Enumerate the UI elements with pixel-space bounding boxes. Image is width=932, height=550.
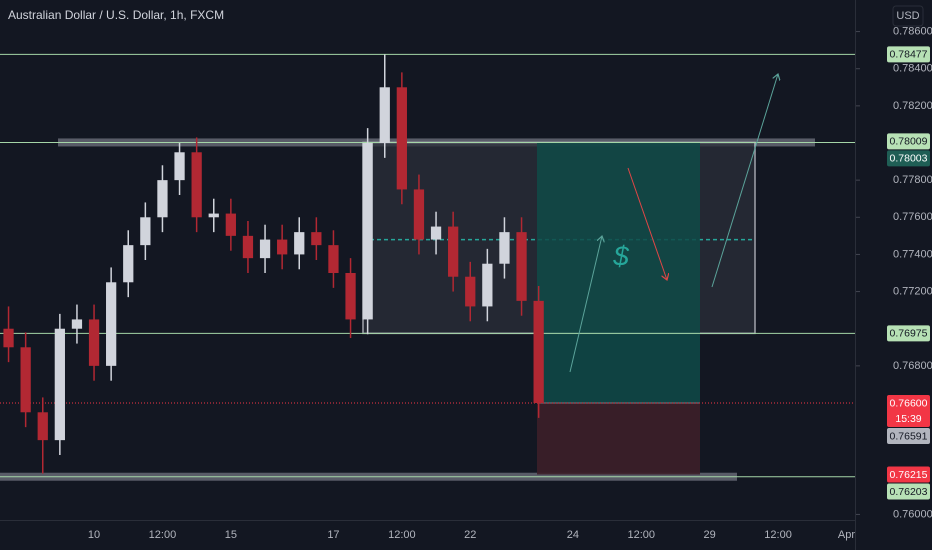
candle-body	[328, 245, 339, 273]
annotation: $	[612, 240, 629, 271]
countdown: 15:39	[895, 413, 921, 425]
x-tick-label: 12:00	[627, 529, 655, 541]
candle-body	[482, 263, 493, 307]
candle-body	[174, 152, 185, 181]
x-tick-label: 10	[88, 529, 100, 541]
x-tick-label: 29	[704, 529, 716, 541]
y-tick-label: 0.76000	[893, 508, 932, 520]
arrow	[569, 236, 602, 373]
position-target	[537, 142, 700, 403]
price-label-box	[887, 46, 930, 63]
y-tick-label: 0.76800	[893, 360, 932, 372]
candle-body	[37, 412, 48, 441]
price-label-box	[887, 428, 930, 444]
plot-area: $	[0, 53, 855, 481]
x-tick-label: 12:00	[149, 529, 177, 541]
candle-body	[379, 87, 390, 143]
candle-body	[413, 189, 425, 240]
x-tick-label: 24	[567, 529, 579, 541]
y-tick-label: 0.77800	[893, 174, 932, 186]
currency-box[interactable]	[892, 5, 924, 27]
price-label: 0.78009	[890, 136, 928, 148]
candle-body	[259, 239, 271, 259]
x-tick-label: 12:00	[764, 529, 792, 541]
candle-body	[242, 235, 254, 259]
candle-body	[157, 180, 168, 218]
candle-body	[208, 213, 219, 218]
arrow	[627, 167, 667, 280]
candle-body	[71, 319, 83, 329]
candle-body	[533, 300, 544, 403]
candle-body	[191, 152, 202, 218]
candle-body	[106, 282, 117, 366]
price-label: 0.76215	[890, 469, 928, 481]
y-tick-label: 0.78200	[893, 100, 932, 112]
candle-body	[430, 226, 442, 240]
x-tick-label: 17	[327, 529, 339, 541]
candle-body	[516, 232, 527, 301]
candle-body	[362, 143, 373, 320]
candle-body	[54, 328, 65, 441]
candle-body	[225, 213, 236, 236]
price-label: 0.78003	[890, 153, 928, 165]
candle-body	[3, 328, 14, 348]
candle-body	[294, 232, 305, 255]
y-tick-label: 0.77400	[893, 248, 932, 260]
y-tick-label: 0.78600	[893, 25, 932, 37]
candle-body	[88, 319, 100, 366]
candle-body	[123, 245, 134, 283]
price-label-box	[887, 133, 930, 150]
x-tick-label: 15	[225, 529, 237, 541]
candle-body	[396, 87, 407, 190]
arrow	[711, 74, 778, 288]
x-tick-label: 12:00	[388, 529, 416, 541]
candle-body	[465, 276, 476, 307]
price-label-box	[887, 483, 930, 500]
price-label: 0.78477	[890, 49, 928, 61]
y-tick-label: 0.77200	[893, 285, 932, 297]
candle-body	[140, 217, 151, 246]
price-label-box	[887, 150, 930, 167]
x-tick-label: Apr	[838, 529, 855, 541]
candle-body	[277, 239, 288, 255]
price-label: 0.76203	[890, 486, 928, 498]
candle-body	[448, 226, 459, 277]
y-tick-label: 0.78400	[893, 63, 932, 75]
price-label-box	[887, 466, 930, 483]
price-label: 0.76600	[890, 397, 928, 409]
candle-body	[499, 232, 510, 264]
price-label-box	[887, 325, 930, 342]
price-label: 0.76591	[890, 430, 928, 442]
chart-title: Australian Dollar / U.S. Dollar, 1h, FXC…	[8, 8, 224, 22]
currency[interactable]: USD	[896, 10, 919, 22]
candle-body	[20, 347, 31, 413]
candle-body	[311, 232, 322, 246]
price-label-box	[887, 395, 930, 427]
price-label: 0.76975	[890, 328, 928, 340]
y-tick-label: 0.77600	[893, 211, 932, 223]
x-tick-label: 22	[464, 529, 476, 541]
candle-body	[345, 273, 356, 320]
position-stop	[537, 403, 700, 475]
